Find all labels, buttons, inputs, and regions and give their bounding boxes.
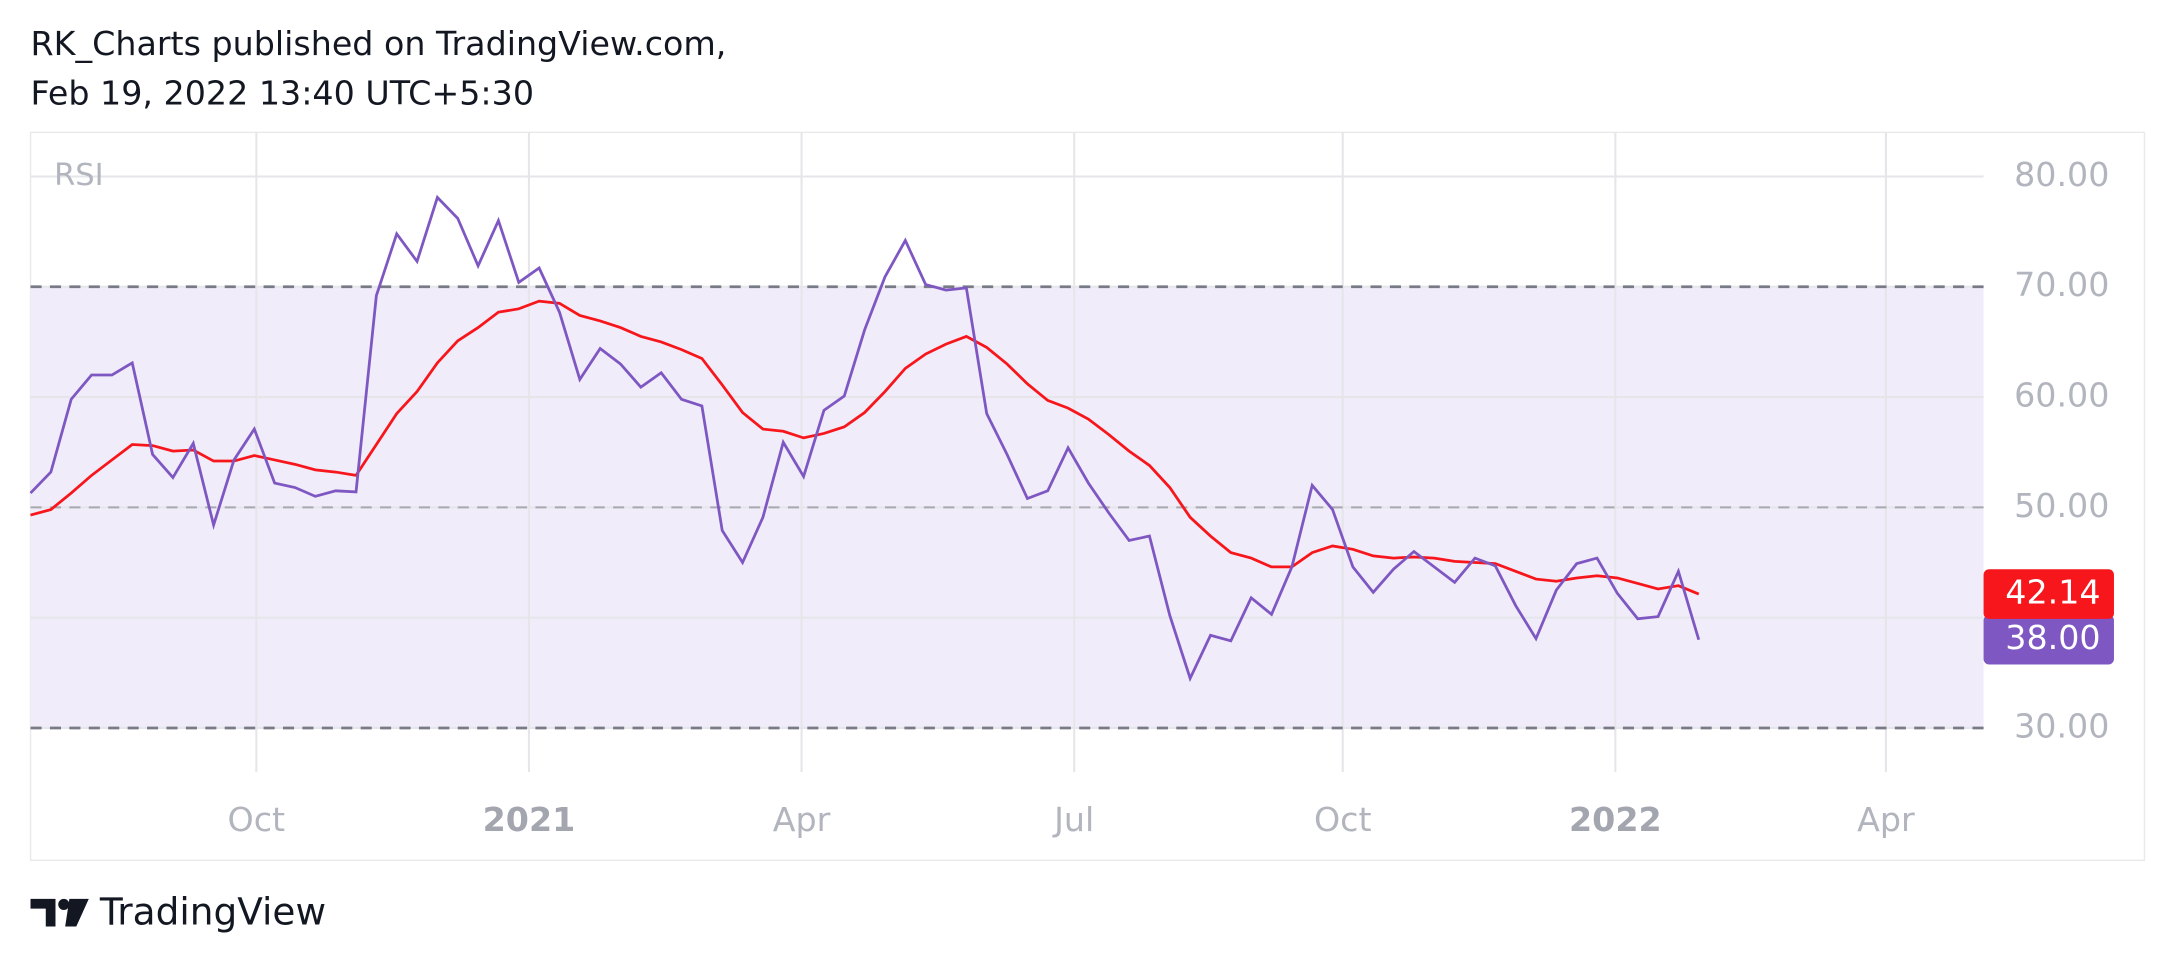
x-tick-label: 2021: [483, 800, 576, 839]
y-tick-label: 50.00: [2014, 486, 2109, 525]
price-label-text: 42.14: [2005, 573, 2100, 612]
publisher: RK_Charts published on TradingView.com,: [31, 24, 727, 63]
x-tick-label: Oct: [228, 800, 286, 839]
y-tick-label: 60.00: [2014, 376, 2109, 415]
logo: [30, 898, 89, 927]
x-tick-label: Oct: [1314, 800, 1372, 839]
y-tick-label: 30.00: [2014, 707, 2109, 746]
brand: TradingView: [99, 890, 326, 934]
y-tick-label: 70.00: [2014, 265, 2109, 304]
price-label: 38.00: [1983, 614, 2114, 665]
price-label-text: 38.00: [2005, 618, 2100, 657]
price-label-box: [1983, 569, 2114, 619]
x-tick-label: 2022: [1569, 800, 1662, 839]
x-tick-label: Apr: [773, 800, 831, 839]
plot: 30.0040.0050.0060.0070.0080.00Oct2021Apr…: [29, 132, 2114, 839]
publish-date: Feb 19, 2022 13:40 UTC+5:30: [31, 74, 534, 113]
price-label-box: [1983, 614, 2114, 665]
series-line: [29, 194, 1701, 683]
indicator-label: RSI: [54, 158, 104, 193]
x-tick-label: Apr: [1857, 800, 1915, 839]
x-tick-label: Jul: [1052, 800, 1094, 839]
y-tick-label: 80.00: [2014, 155, 2109, 194]
price-label: 42.14: [1983, 569, 2114, 619]
